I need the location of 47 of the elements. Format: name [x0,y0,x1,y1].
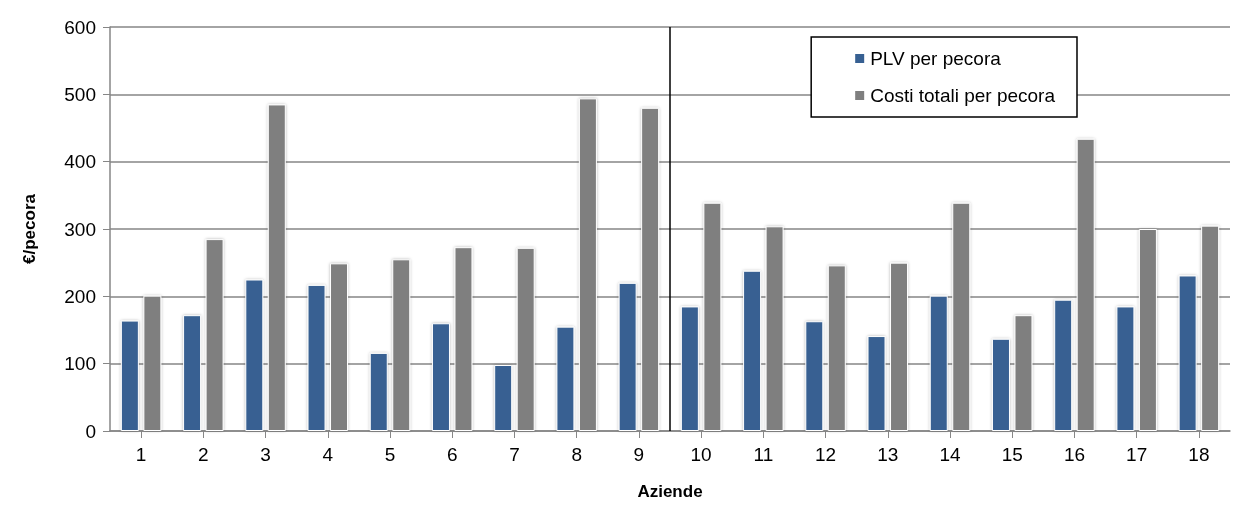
y-tick-label: 600 [64,16,96,38]
x-tick-label: 5 [384,444,396,465]
x-tick-label: 4 [322,444,334,465]
x-tick-label: 7 [509,444,520,465]
x-tick-label: 9 [633,444,645,465]
x-tick-label: 13 [877,444,899,465]
y-tick-label: 400 [64,151,96,173]
bar [245,279,264,431]
bar [494,365,513,431]
bar [929,295,948,431]
bar [1054,299,1073,431]
bar [867,336,886,431]
legend-label: PLV per pecora [870,48,1002,69]
x-tick-label: 18 [1188,444,1210,465]
y-tick-label: 100 [64,353,96,375]
bar [680,306,699,431]
x-tick-label: 3 [260,444,271,465]
bar [431,323,450,431]
x-tick-label: 14 [939,444,961,465]
x-tick-label: 12 [814,444,837,465]
x-tick-label: 17 [1126,444,1148,465]
bar [618,282,637,431]
y-axis-title: €/pecora [20,193,39,264]
x-tick-label: 16 [1063,444,1086,465]
bar [1116,306,1135,431]
x-tick-label: 10 [690,444,712,465]
bar [120,320,139,431]
x-tick-label: 8 [571,444,582,465]
x-tick-label: 15 [1001,444,1023,465]
bar [369,352,388,431]
x-tick-label: 6 [446,444,458,465]
y-tick-label: 0 [85,420,96,442]
x-axis-title: Aziende [637,482,703,501]
bar [183,315,202,431]
y-tick-label: 200 [64,285,96,307]
y-tick-label: 300 [64,218,96,240]
y-tick-label: 500 [64,83,96,105]
bar [556,326,575,431]
bar [805,321,824,431]
x-tick-label: 1 [135,444,147,465]
bar [307,284,326,431]
legend-label: Costi totali per pecora [870,85,1056,106]
bar [1178,275,1197,431]
bar [991,338,1010,431]
x-tick-label: 2 [198,444,209,465]
bar [743,270,762,431]
x-tick-label: 11 [753,444,774,465]
